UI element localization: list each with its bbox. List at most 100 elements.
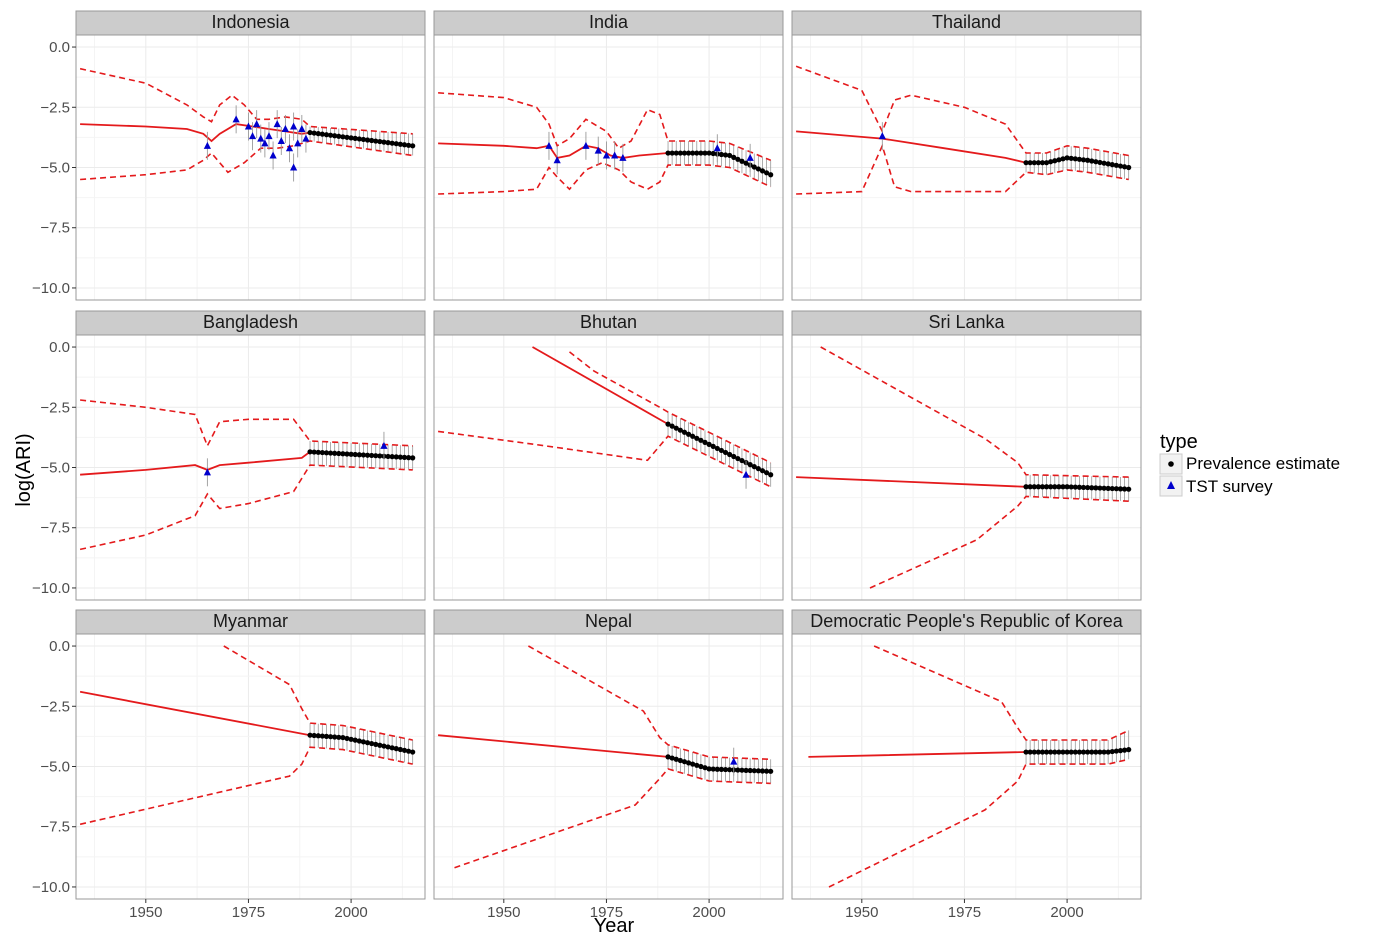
- facet-strip-label: Nepal: [585, 611, 632, 631]
- prevalence-point: [1089, 749, 1095, 755]
- tst-point: [746, 153, 754, 161]
- prevalence-point: [315, 733, 321, 739]
- prevalence-point: [389, 454, 395, 460]
- prevalence-point: [1068, 749, 1074, 755]
- prevalence-point: [1039, 484, 1046, 490]
- facet-strip: [791, 609, 1142, 635]
- prevalence-point: [401, 142, 408, 148]
- prevalence-point: [673, 150, 679, 156]
- prevalence-point: [311, 449, 317, 455]
- prevalence-point: [1068, 484, 1074, 490]
- prevalence-point: [348, 451, 354, 457]
- prevalence-point: [722, 152, 729, 158]
- prevalence-point: [718, 766, 725, 772]
- prevalence-point: [332, 133, 338, 139]
- facet-strip-label: Sri Lanka: [928, 312, 1005, 332]
- prevalence-point: [373, 741, 379, 747]
- prevalence-point: [405, 455, 412, 461]
- prevalence-point: [1064, 484, 1070, 490]
- prevalence-point: [665, 754, 671, 760]
- tst-point: [290, 163, 298, 171]
- prevalence-point: [393, 746, 399, 752]
- x-tick-label: 1950: [487, 904, 520, 921]
- prevalence-point: [768, 172, 774, 178]
- panel-plot-area: [79, 67, 416, 182]
- prevalence-point: [759, 768, 766, 774]
- panels-layer: Indonesia 0.0 −2.5 −5.0 −7.5 −10.0 India Thaila…: [32, 10, 1142, 921]
- prevalence-point: [319, 131, 325, 137]
- prevalence-point: [681, 759, 688, 765]
- prevalence-point: [397, 746, 403, 753]
- prevalence-point: [401, 454, 408, 460]
- prevalence-point: [1101, 749, 1107, 755]
- prevalence-point: [677, 757, 683, 764]
- y-tick-label: −2.5: [40, 698, 70, 715]
- prevalence-point: [706, 766, 712, 772]
- prevalence-point: [1093, 159, 1099, 165]
- panel-indonesia: Indonesia 0.0 −2.5 −5.0 −7.5 −10.0: [32, 10, 426, 301]
- prevalence-point: [755, 466, 761, 472]
- y-tick-label: −2.5: [40, 99, 70, 116]
- prevalence-point: [1023, 484, 1029, 490]
- upper-ci-line: [873, 645, 1130, 741]
- prevalence-point: [751, 164, 757, 170]
- prevalence-point: [1048, 484, 1054, 490]
- legend: type Prevalence estimate TST survey: [1159, 431, 1340, 497]
- panel-plot-area: [437, 346, 774, 489]
- y-tick-label: −5.0: [40, 759, 70, 776]
- lower-ci-line: [79, 464, 413, 551]
- panel-plot-area: [79, 645, 416, 826]
- y-tick-label: −10.0: [32, 280, 70, 297]
- lower-ci-line: [79, 746, 413, 826]
- tst-point: [602, 151, 611, 159]
- prevalence-point: [727, 152, 733, 159]
- legend-tst-icon: [1167, 481, 1175, 489]
- tst-point: [582, 141, 590, 149]
- x-tick-label: 1950: [129, 904, 162, 921]
- prevalence-point: [397, 141, 403, 147]
- upper-ci-line: [528, 645, 771, 761]
- prevalence-point: [327, 450, 334, 456]
- prevalence-point: [702, 150, 708, 156]
- prevalence-point: [364, 137, 371, 143]
- tst-point: [273, 120, 281, 128]
- prevalence-point: [373, 138, 379, 144]
- facet-strip: [75, 310, 426, 336]
- facet-strip: [433, 310, 784, 336]
- prevalence-point: [1035, 484, 1041, 490]
- prevalence-point: [1072, 484, 1078, 490]
- prevalence-point: [731, 154, 737, 160]
- prevalence-point: [690, 761, 696, 767]
- prevalence-point: [1052, 158, 1058, 164]
- prevalence-point: [1109, 748, 1115, 755]
- prevalence-point: [1126, 747, 1132, 753]
- prevalence-point: [311, 732, 317, 739]
- prevalence-point: [1113, 162, 1119, 168]
- tst-point: [290, 122, 298, 130]
- prevalence-point: [1039, 160, 1046, 166]
- prevalence-point: [763, 170, 770, 176]
- prevalence-point: [315, 449, 321, 455]
- tst-point: [713, 144, 721, 152]
- prevalence-point: [739, 457, 745, 464]
- prevalence-point: [1085, 484, 1091, 491]
- facet-strip: [433, 609, 784, 635]
- prevalence-point: [685, 760, 692, 766]
- prevalence-point: [1035, 160, 1041, 166]
- upper-ci-line: [79, 67, 413, 135]
- prevalence-point: [1027, 749, 1033, 755]
- prevalence-point: [710, 150, 716, 157]
- facet-strip-label: Democratic People's Republic of Korea: [810, 611, 1124, 631]
- prevalence-point: [1113, 486, 1119, 492]
- prevalence-point: [389, 140, 395, 146]
- prevalence-point: [1126, 164, 1132, 171]
- tst-point: [553, 156, 561, 164]
- prevalence-point: [685, 150, 692, 156]
- facet-strip: [75, 609, 426, 635]
- prevalence-point: [364, 740, 371, 746]
- prevalence-point: [1117, 486, 1124, 492]
- prevalence-point: [681, 150, 688, 156]
- prevalence-point: [1113, 748, 1119, 754]
- prevalence-point: [393, 141, 399, 147]
